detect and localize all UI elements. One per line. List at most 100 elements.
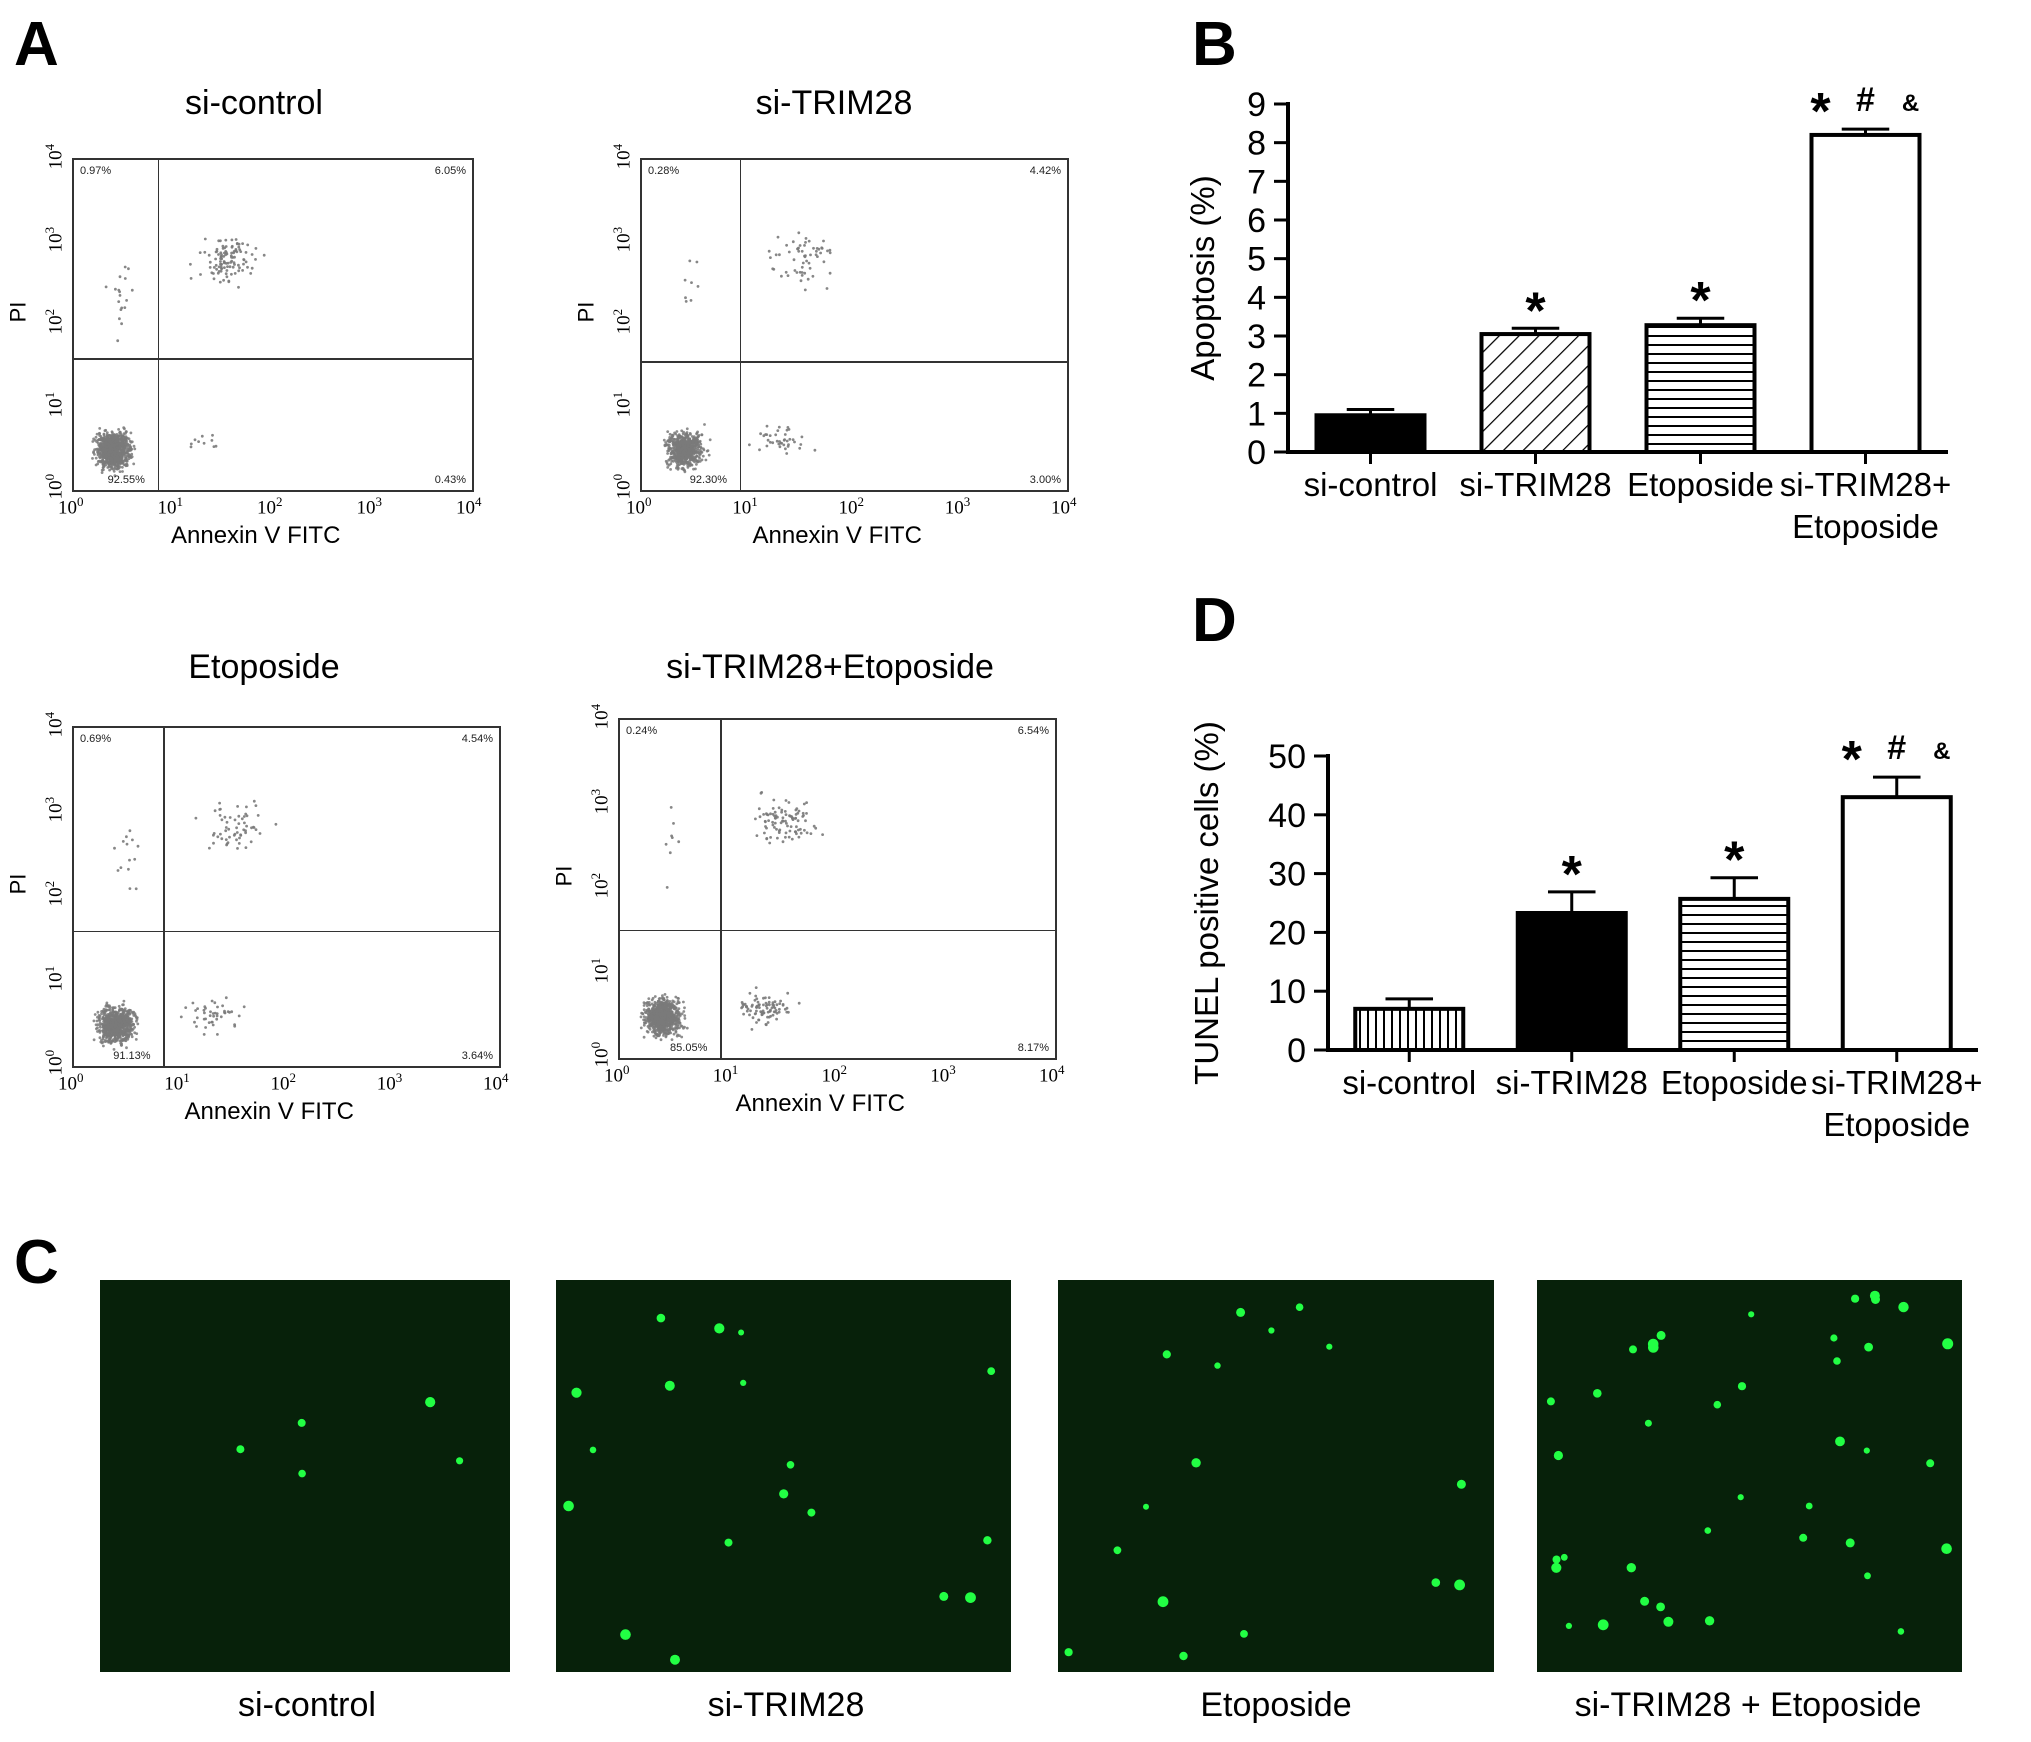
x-tick-label: si-TRIM28+ xyxy=(1780,466,1951,503)
x-tick-label: 104 xyxy=(483,1070,509,1095)
x-tick-label: si-TRIM28 xyxy=(1496,1064,1648,1101)
flow-x-axis-label: Annexin V FITC xyxy=(184,1098,354,1125)
flow-y-axis-label: PI xyxy=(573,301,599,323)
x-tick-label: 101 xyxy=(157,494,184,519)
flow-plot-title: Etoposide xyxy=(188,648,340,686)
flow-plot-title: si-TRIM28+Etoposide xyxy=(666,648,994,686)
quadrant-percent-ul: 0.97% xyxy=(80,165,112,177)
y-tick-label: 100 xyxy=(588,1041,613,1068)
y-tick-label: 100 xyxy=(610,473,635,500)
x-tick-label: Etoposide xyxy=(1627,466,1774,503)
y-tick-label: 103 xyxy=(42,226,67,252)
significance-marker: & xyxy=(1902,90,1919,117)
y-tick-label: 101 xyxy=(588,957,613,983)
y-tick-label: 104 xyxy=(588,703,613,730)
y-tick-label: 103 xyxy=(610,226,635,252)
y-tick-label: 104 xyxy=(42,143,67,170)
bar xyxy=(1479,332,1592,454)
x-tick-label: si-control xyxy=(1342,1064,1476,1101)
y-tick-label: 102 xyxy=(610,308,635,335)
quadrant-gate-vertical xyxy=(157,160,160,490)
panel-letter-b: B xyxy=(1192,10,1237,79)
y-tick-label: 101 xyxy=(42,965,67,991)
flow-scatter-dots xyxy=(91,237,266,477)
fluorescent-nuclei xyxy=(1064,1303,1466,1661)
x-tick-label: 101 xyxy=(164,1070,190,1095)
y-tick-label: 0 xyxy=(1287,1032,1306,1070)
y-tick-label: 1 xyxy=(1247,395,1266,433)
y-tick-label: 10 xyxy=(1268,973,1306,1011)
x-tick-label: Etoposide xyxy=(1792,508,1939,545)
flow-plot-frame: 0.24% 6.54% 85.05% 8.17% xyxy=(618,718,1057,1060)
flow-y-axis-label: PI xyxy=(551,865,577,887)
fluorescent-nuclei xyxy=(563,1313,996,1665)
fluorescent-nuclei xyxy=(236,1397,464,1478)
x-tick-label: 100 xyxy=(604,1062,630,1087)
quadrant-percent-lr: 3.64% xyxy=(461,1050,493,1062)
flow-plot-frame: 0.28% 4.42% 92.30% 3.00% xyxy=(640,158,1069,492)
microscopy-caption: si-TRIM28 + Etoposide xyxy=(1574,1686,1922,1724)
x-tick-label: 104 xyxy=(1039,1062,1065,1087)
x-tick-label: 104 xyxy=(456,494,482,519)
y-tick-label: 104 xyxy=(42,711,67,738)
quadrant-gate-horizontal xyxy=(620,929,1055,932)
quadrant-gate-horizontal xyxy=(642,361,1067,363)
significance-marker: * xyxy=(1690,272,1711,330)
quadrant-percent-ur: 6.05% xyxy=(434,165,466,177)
y-tick-label: 101 xyxy=(610,391,635,417)
tunel-fluorescence-image xyxy=(1058,1280,1494,1672)
significance-marker: * xyxy=(1724,832,1745,890)
y-tick-label: 5 xyxy=(1247,241,1266,279)
significance-marker: * xyxy=(1810,83,1831,141)
quadrant-gate-vertical xyxy=(739,160,742,490)
y-tick-label: 50 xyxy=(1268,738,1306,776)
tunel-fluorescence-image xyxy=(556,1280,1011,1672)
microscopy-caption: si-TRIM28 xyxy=(707,1686,865,1724)
bar xyxy=(1353,1006,1466,1052)
quadrant-percent-ul: 0.28% xyxy=(648,165,680,177)
x-tick-label: si-TRIM28+ xyxy=(1811,1064,1982,1101)
significance-marker: * xyxy=(1562,846,1583,904)
x-tick-label: 104 xyxy=(1051,494,1077,519)
flow-scatter-dots xyxy=(662,231,832,474)
quadrant-percent-ur: 4.42% xyxy=(1029,165,1061,177)
tunel-fluorescence-image xyxy=(100,1280,510,1672)
y-tick-label: 103 xyxy=(42,796,67,822)
x-tick-label: 101 xyxy=(732,494,758,519)
y-tick-label: 6 xyxy=(1247,202,1266,240)
y-axis-label: TUNEL positive cells (%) xyxy=(1188,721,1225,1085)
quadrant-percent-lr: 0.43% xyxy=(434,474,466,486)
y-tick-label: 103 xyxy=(588,788,613,814)
microscopy-caption: si-control xyxy=(238,1686,376,1724)
flow-y-axis-label: PI xyxy=(5,301,31,323)
y-tick-label: 101 xyxy=(42,391,67,417)
flow-plot-frame: 0.97% 6.05% 92.55% 0.43% xyxy=(72,158,474,492)
significance-marker: & xyxy=(1933,738,1950,765)
significance-marker: # xyxy=(1887,729,1906,767)
x-tick-label: 102 xyxy=(821,1062,848,1087)
significance-marker: # xyxy=(1856,81,1875,119)
y-tick-label: 2 xyxy=(1247,357,1266,395)
quadrant-percent-ll: 85.05% xyxy=(670,1042,708,1054)
significance-marker: * xyxy=(1842,731,1863,789)
x-tick-label: si-TRIM28 xyxy=(1459,466,1611,503)
x-tick-label: 100 xyxy=(626,494,652,519)
y-tick-label: 102 xyxy=(588,872,613,899)
quadrant-percent-ul: 0.69% xyxy=(80,733,112,745)
bar xyxy=(1809,132,1922,455)
y-axis-label: Apoptosis (%) xyxy=(1184,175,1221,380)
tunel-fluorescence-image xyxy=(1537,1280,1962,1672)
bar xyxy=(1678,896,1791,1052)
microscopy-caption: Etoposide xyxy=(1200,1686,1352,1724)
x-tick-label: 102 xyxy=(270,1070,297,1095)
quadrant-gate-horizontal xyxy=(74,930,499,933)
y-tick-label: 0 xyxy=(1247,434,1266,472)
quadrant-percent-ll: 91.13% xyxy=(113,1050,151,1062)
flow-x-axis-label: Annexin V FITC xyxy=(752,522,922,549)
y-tick-label: 40 xyxy=(1268,797,1306,835)
x-tick-label: 102 xyxy=(838,494,865,519)
x-tick-label: 101 xyxy=(712,1062,739,1087)
flow-x-axis-label: Annexin V FITC xyxy=(735,1090,905,1117)
y-tick-label: 3 xyxy=(1247,318,1266,356)
y-tick-label: 4 xyxy=(1247,279,1266,317)
